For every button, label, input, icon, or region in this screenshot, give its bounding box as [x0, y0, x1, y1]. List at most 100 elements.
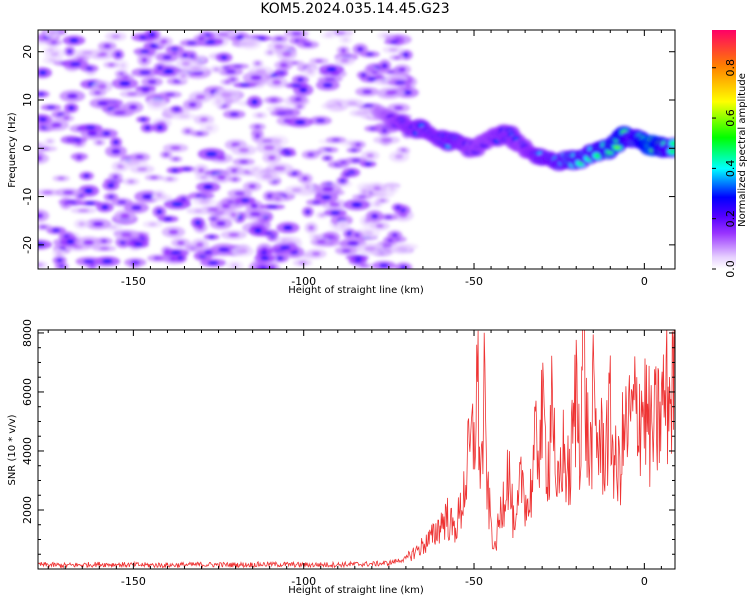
heat-blob [99, 247, 110, 250]
heat-blob [326, 67, 337, 72]
heat-blob [253, 228, 263, 234]
heat-blob [238, 160, 249, 164]
heat-blob [78, 221, 85, 227]
heat-blob [261, 174, 273, 179]
heat-blob [235, 34, 244, 40]
heat-blob [255, 61, 261, 66]
heat-blob [355, 257, 362, 261]
heat-blob [378, 263, 390, 268]
heat-blob [211, 217, 216, 220]
heat-blob [195, 94, 206, 100]
y-tick-label: -10 [21, 188, 34, 206]
heat-blob [213, 67, 220, 71]
heat-blob [101, 259, 113, 264]
heat-blob [66, 239, 75, 245]
heat-blob [171, 201, 184, 207]
heat-blob [216, 221, 226, 227]
heat-blob [319, 213, 325, 217]
heat-blob [135, 155, 145, 160]
heat-blob [217, 32, 229, 36]
heat-blob [38, 213, 44, 219]
heat-blob [141, 193, 154, 200]
heat-blob [115, 52, 121, 58]
heat-blob [148, 222, 157, 226]
heat-blob [366, 153, 375, 158]
heat-blob [38, 239, 52, 250]
heat-blob [273, 44, 284, 49]
heat-blob [152, 101, 162, 107]
heat-blob [121, 232, 132, 238]
heat-blob [249, 211, 261, 217]
heat-blob [56, 258, 63, 263]
heat-blob [207, 207, 219, 212]
heat-blob [322, 82, 333, 88]
heat-blob [140, 118, 147, 121]
top-x-axis-label: Height of straight line (km) [288, 285, 424, 296]
heat-blob [113, 140, 119, 145]
heat-blob [284, 152, 292, 156]
heat-blob [113, 111, 126, 115]
heat-blob [128, 161, 141, 166]
heat-blob [96, 141, 102, 144]
heat-blob [38, 70, 47, 76]
heat-blob [107, 183, 115, 188]
heat-blob [263, 145, 275, 151]
heat-blob [139, 70, 151, 75]
heat-blob [150, 176, 158, 179]
heat-blob [173, 157, 179, 161]
x-tick-label: 0 [641, 275, 648, 288]
heat-blob [39, 117, 47, 122]
heat-blob [51, 228, 61, 233]
heat-blob [148, 32, 156, 38]
heat-blob [270, 73, 279, 78]
heat-blob [254, 133, 261, 140]
heat-blob [101, 205, 109, 210]
heat-blob [301, 176, 309, 181]
heat-blob [218, 247, 230, 253]
heat-blob [311, 251, 321, 256]
heat-blob [63, 116, 70, 120]
heat-blob [186, 41, 197, 45]
heat-blob [120, 212, 130, 219]
heat-blob [200, 176, 208, 179]
x-tick-label: 0 [641, 575, 648, 588]
heat-blob [354, 233, 360, 237]
heat-blob [83, 239, 95, 246]
heat-blob [393, 56, 401, 60]
heat-blob [207, 261, 219, 265]
heat-blob [297, 105, 303, 109]
heat-blob [38, 152, 50, 165]
heat-blob [305, 184, 311, 190]
heat-blob [315, 118, 326, 123]
heat-blob [307, 69, 314, 74]
heat-blob [267, 50, 273, 55]
heat-blob [173, 107, 180, 111]
heat-blob [316, 240, 326, 244]
heat-blob [141, 87, 150, 90]
heat-blob [67, 49, 73, 54]
bottom-x-axis-label: Height of straight line (km) [288, 585, 424, 596]
heat-blob [87, 130, 98, 136]
heat-blob [107, 195, 115, 199]
heat-blob [171, 168, 179, 172]
heat-blob [194, 209, 202, 213]
heat-blob [372, 186, 382, 191]
colorbar-label: Normalized spectral amplitude [737, 73, 748, 227]
heat-blob [313, 235, 320, 238]
heat-blob [85, 201, 96, 205]
heat-blob [232, 65, 243, 68]
heat-blob [351, 202, 363, 208]
heat-blob [147, 79, 157, 84]
heat-blob [365, 52, 375, 56]
heat-blob [329, 202, 341, 207]
heat-blob [139, 49, 150, 54]
heat-blob [197, 36, 205, 41]
heat-blob [282, 225, 293, 231]
heat-blob [230, 78, 236, 81]
heat-blob [195, 132, 204, 136]
heat-blob [48, 58, 57, 63]
heat-blob [126, 92, 138, 96]
heat-blob [76, 155, 82, 160]
heat-blob [291, 31, 302, 36]
